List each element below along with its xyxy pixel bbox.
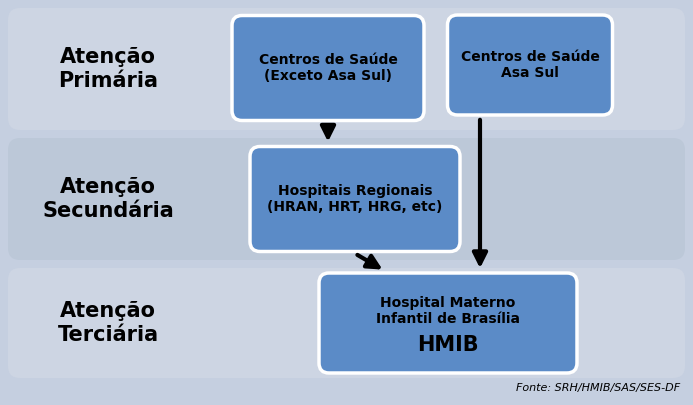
Text: Atenção
Secundária: Atenção Secundária (42, 177, 174, 221)
Text: Hospitais Regionais
(HRAN, HRT, HRG, etc): Hospitais Regionais (HRAN, HRT, HRG, etc… (267, 184, 443, 214)
Text: Fonte: SRH/HMIB/SAS/SES-DF: Fonte: SRH/HMIB/SAS/SES-DF (516, 383, 680, 393)
Text: Atenção
Terciária: Atenção Terciária (58, 301, 159, 345)
FancyBboxPatch shape (232, 15, 424, 121)
FancyBboxPatch shape (250, 147, 460, 252)
Text: Atenção
Primária: Atenção Primária (58, 47, 158, 91)
FancyBboxPatch shape (8, 8, 685, 130)
Text: Centros de Saúde
(Exceto Asa Sul): Centros de Saúde (Exceto Asa Sul) (258, 53, 398, 83)
FancyBboxPatch shape (448, 15, 613, 115)
Text: Hospital Materno
Infantil de Brasília: Hospital Materno Infantil de Brasília (376, 296, 520, 326)
FancyBboxPatch shape (8, 138, 685, 260)
FancyBboxPatch shape (8, 268, 685, 378)
Text: HMIB: HMIB (417, 335, 479, 355)
Text: Centros de Saúde
Asa Sul: Centros de Saúde Asa Sul (461, 50, 599, 80)
FancyBboxPatch shape (319, 273, 577, 373)
